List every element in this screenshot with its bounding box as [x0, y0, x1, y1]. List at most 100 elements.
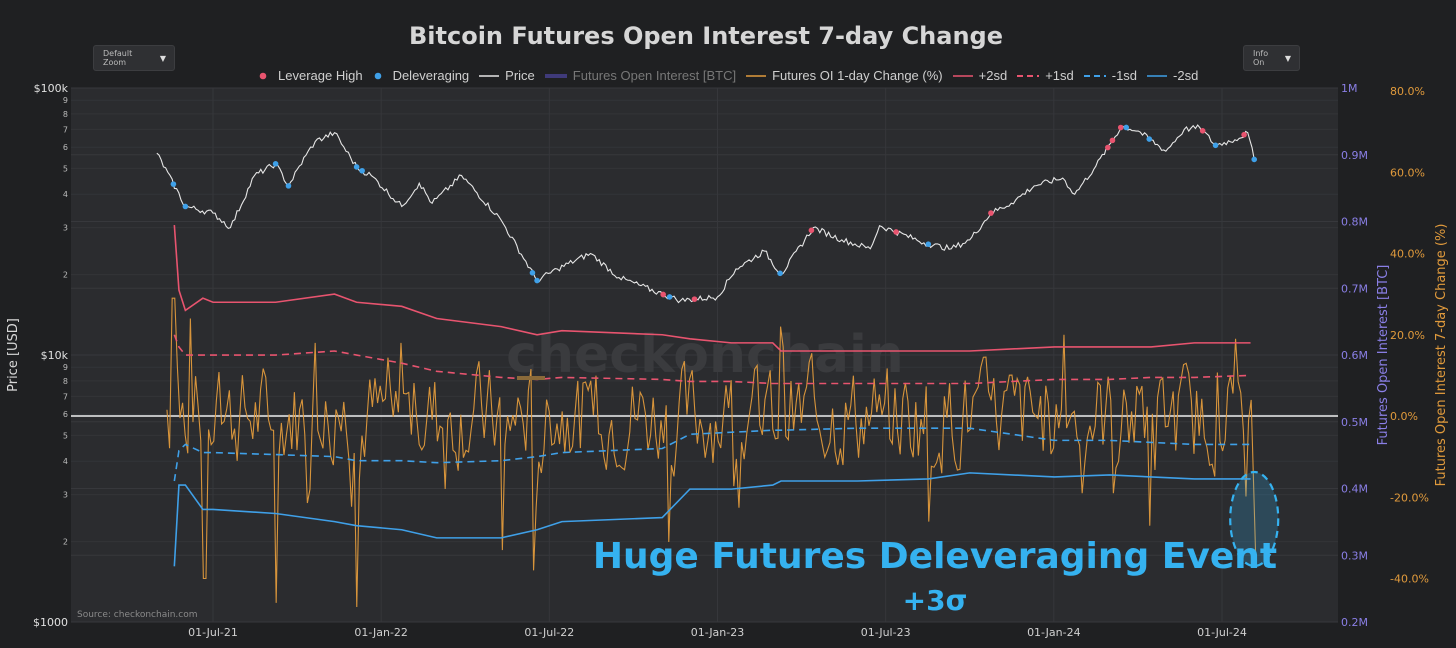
- y-left-minor-tick: 6: [63, 143, 68, 152]
- x-tick: 01-Jul-23: [861, 626, 911, 639]
- y-left-minor-tick: 9: [63, 96, 68, 105]
- x-tick: 01-Jul-22: [524, 626, 574, 639]
- y-right-change-tick: -40.0%: [1390, 573, 1429, 586]
- oi-change-line: [166, 297, 1257, 607]
- deleveraging-dot: [285, 183, 292, 189]
- y-left-minor-tick: 5: [63, 431, 68, 440]
- y-right-change-tick: 40.0%: [1390, 248, 1425, 261]
- y-left-minor-tick: 8: [63, 110, 68, 119]
- leverage-high-dot: [1241, 131, 1247, 138]
- y-left-minor-tick: 7: [63, 125, 68, 134]
- chevron-down-icon: ▼: [159, 53, 166, 63]
- legend-item-price[interactable]: Price: [479, 68, 535, 83]
- y-right-change-label: Futures Open Interest 7-day Change (%): [1434, 224, 1449, 487]
- legend-item--1sd[interactable]: +1sd: [1017, 68, 1074, 83]
- x-axis: 01-Jul-21 01-Jan-22 01-Jul-22 01-Jan-23 01-J…: [188, 626, 1247, 639]
- y-right-change-tick: 0.0%: [1390, 410, 1418, 423]
- y-left-tick: $100k: [34, 82, 69, 95]
- y-left-minor-tick: 2: [63, 538, 68, 547]
- deleveraging-dot: [182, 203, 189, 210]
- annotation-text: Huge Futures Deleveraging Event: [593, 536, 1277, 577]
- y-axis-right-oi: 0.2M 0.3M 0.4M 0.5M 0.6M 0.7M 0.8M 0.9M 1M: [1341, 82, 1368, 629]
- y-right-oi-tick: 0.7M: [1341, 282, 1368, 295]
- legend-label: Futures OI 1-day Change (%): [772, 68, 943, 83]
- y-left-minor-tick: 3: [63, 491, 68, 500]
- leverage-high-dot: [1109, 137, 1116, 144]
- legend-item-leverage-high[interactable]: Leverage High: [258, 68, 363, 83]
- y-left-minor-tick: 5: [63, 164, 68, 173]
- y-right-oi-tick: 0.9M: [1341, 149, 1368, 162]
- x-tick: 01-Jul-21: [188, 626, 238, 639]
- x-tick: 01-Jul-24: [1197, 626, 1247, 639]
- x-tick: 01-Jan-24: [1027, 626, 1081, 639]
- legend-label: Leverage High: [278, 68, 363, 83]
- deleveraging-dot: [1251, 156, 1258, 163]
- leverage-high-dot: [1105, 144, 1111, 151]
- x-tick: 01-Jan-23: [691, 626, 745, 639]
- leverage-high-dot: [893, 229, 899, 235]
- leverage-high-dot: [660, 291, 666, 298]
- legend-label: -1sd: [1111, 68, 1138, 83]
- y-right-change-tick: 60.0%: [1390, 166, 1425, 179]
- band-plus2sd: [173, 225, 1251, 352]
- y-axis-right-change: -40.0% -20.0% 0.0% 20.0% 40.0% 60.0% 80.0%: [1390, 85, 1429, 586]
- legend-item--2sd[interactable]: +2sd: [952, 68, 1008, 83]
- y-axis-left: $1000 $10k $100k 2 3 4 5 6 7 8 9 2 3 4 5 6 7 8 9: [33, 82, 69, 629]
- y-right-oi-tick: 0.4M: [1341, 483, 1368, 496]
- legend-item-futures-open-interest-btc[interactable]: Futures Open Interest [BTC]: [544, 68, 737, 83]
- y-left-minor-tick: 4: [63, 457, 68, 466]
- legend-item-futures-oi-1-day-change[interactable]: Futures OI 1-day Change (%): [746, 68, 943, 83]
- y-right-change-tick: 80.0%: [1390, 85, 1425, 98]
- legend-label: +2sd: [978, 68, 1008, 83]
- chart-legend: Leverage High Deleveraging Price Futures Op…: [258, 68, 1208, 83]
- leverage-high-dot: [988, 210, 994, 216]
- deleveraging-dot: [353, 164, 360, 170]
- deleveraging-dot: [529, 270, 536, 276]
- legend-label: Deleveraging: [392, 68, 470, 83]
- legend-label: Futures Open Interest [BTC]: [572, 68, 737, 83]
- y-right-oi-tick: 1M: [1341, 82, 1358, 95]
- x-tick: 01-Jan-22: [354, 626, 408, 639]
- deleveraging-dot: [272, 161, 279, 167]
- y-right-change-tick: -20.0%: [1390, 491, 1429, 504]
- legend-label: Price: [505, 68, 535, 83]
- y-left-minor-tick: 6: [63, 410, 68, 419]
- deleveraging-dot: [1212, 142, 1219, 149]
- leverage-high-dot: [1117, 124, 1124, 131]
- deleveraging-dot: [1146, 136, 1153, 142]
- y-left-minor-tick: 4: [63, 190, 68, 199]
- chevron-down-icon: ▼: [1284, 53, 1291, 63]
- y-right-oi-tick: 0.8M: [1341, 216, 1368, 229]
- legend-label: -2sd: [1173, 68, 1199, 83]
- legend-item--1sd[interactable]: -1sd: [1083, 68, 1138, 83]
- chart-title: Bitcoin Futures Open Interest 7-day Chan…: [409, 22, 1003, 50]
- band-plus1sd: [173, 334, 1251, 385]
- watermark: checkonchain: [506, 325, 904, 385]
- zoom-dropdown-label: Default Zoom: [103, 49, 133, 67]
- y-left-minor-tick: 7: [63, 392, 68, 401]
- y-right-change-tick: 20.0%: [1390, 329, 1425, 342]
- y-right-oi-tick: 0.5M: [1341, 416, 1368, 429]
- deleveraging-dot: [777, 270, 783, 277]
- legend-item-deleveraging[interactable]: Deleveraging: [373, 68, 470, 83]
- zoom-dropdown[interactable]: Default Zoom ▼: [93, 45, 175, 71]
- legend-item--2sd[interactable]: -2sd: [1147, 68, 1198, 83]
- leverage-high-dot: [1199, 128, 1206, 134]
- annotation-sigma: +3σ: [903, 584, 968, 617]
- y-right-oi-tick: 0.3M: [1341, 549, 1368, 562]
- band-minus2sd: [173, 472, 1251, 567]
- deleveraging-dot: [1123, 124, 1130, 131]
- leverage-high-dot: [691, 296, 698, 302]
- deleveraging-event-highlight: [1229, 470, 1280, 568]
- info-dropdown-label: Info On: [1253, 49, 1269, 67]
- y-left-tick: $1000: [33, 616, 68, 629]
- deleveraging-dot: [170, 181, 177, 187]
- leverage-high-dot: [808, 227, 815, 234]
- deleveraging-dot: [534, 277, 540, 284]
- y-left-minor-tick: 2: [63, 271, 68, 280]
- info-dropdown[interactable]: Info On ▼: [1243, 45, 1300, 71]
- y-left-label: Price [USD]: [6, 318, 21, 392]
- y-left-minor-tick: 3: [63, 224, 68, 233]
- y-right-oi-label: Futures Open Interest [BTC]: [1376, 265, 1391, 446]
